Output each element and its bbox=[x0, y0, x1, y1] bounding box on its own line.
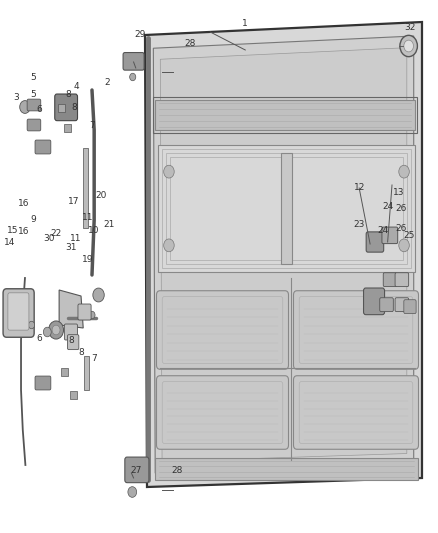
Text: 20: 20 bbox=[95, 191, 106, 200]
Text: 30: 30 bbox=[43, 235, 55, 243]
Text: 10: 10 bbox=[88, 227, 100, 235]
Text: 24: 24 bbox=[382, 203, 393, 211]
Circle shape bbox=[49, 321, 64, 339]
Text: 8: 8 bbox=[65, 91, 71, 99]
FancyBboxPatch shape bbox=[8, 293, 29, 330]
Polygon shape bbox=[59, 290, 83, 328]
FancyBboxPatch shape bbox=[364, 288, 385, 314]
Circle shape bbox=[93, 288, 104, 302]
Polygon shape bbox=[160, 47, 407, 462]
FancyBboxPatch shape bbox=[395, 273, 409, 287]
Text: 11: 11 bbox=[70, 235, 81, 243]
FancyBboxPatch shape bbox=[293, 376, 418, 449]
Text: 6: 6 bbox=[36, 105, 42, 114]
Circle shape bbox=[400, 35, 417, 56]
FancyBboxPatch shape bbox=[395, 298, 409, 312]
Text: 28: 28 bbox=[172, 466, 183, 474]
Text: 19: 19 bbox=[82, 255, 93, 263]
Text: 12: 12 bbox=[353, 183, 365, 192]
Text: 8: 8 bbox=[71, 103, 78, 112]
Text: 2: 2 bbox=[105, 78, 110, 87]
FancyBboxPatch shape bbox=[156, 376, 289, 449]
Bar bbox=[162, 149, 411, 268]
FancyBboxPatch shape bbox=[3, 289, 34, 337]
Circle shape bbox=[404, 40, 413, 52]
Bar bbox=[166, 153, 407, 264]
FancyBboxPatch shape bbox=[123, 53, 144, 70]
Circle shape bbox=[399, 239, 409, 252]
Polygon shape bbox=[153, 36, 414, 473]
Circle shape bbox=[20, 101, 30, 114]
Bar bbox=[155, 100, 415, 130]
Bar bbox=[153, 98, 417, 133]
Text: 3: 3 bbox=[14, 93, 20, 102]
Text: 7: 7 bbox=[89, 121, 95, 130]
Bar bbox=[83, 148, 88, 228]
Bar bbox=[281, 153, 292, 264]
Bar bbox=[84, 356, 89, 390]
FancyBboxPatch shape bbox=[64, 324, 78, 340]
FancyBboxPatch shape bbox=[27, 119, 41, 131]
Bar bbox=[61, 368, 68, 376]
Text: 1: 1 bbox=[242, 20, 248, 28]
Circle shape bbox=[128, 487, 137, 497]
Text: 5: 5 bbox=[30, 73, 36, 82]
FancyBboxPatch shape bbox=[55, 94, 78, 120]
Bar bbox=[158, 145, 415, 272]
FancyBboxPatch shape bbox=[382, 227, 398, 244]
Text: 22: 22 bbox=[50, 229, 62, 238]
FancyBboxPatch shape bbox=[366, 232, 384, 252]
Text: 27: 27 bbox=[130, 466, 141, 474]
Text: 11: 11 bbox=[82, 213, 93, 222]
Polygon shape bbox=[145, 22, 422, 487]
Text: 16: 16 bbox=[18, 228, 30, 236]
Circle shape bbox=[52, 325, 60, 335]
Bar bbox=[58, 104, 65, 112]
Text: 15: 15 bbox=[7, 227, 19, 235]
Bar bbox=[155, 458, 418, 480]
Text: 31: 31 bbox=[65, 244, 77, 252]
Text: 26: 26 bbox=[395, 224, 406, 232]
FancyBboxPatch shape bbox=[383, 273, 397, 287]
Text: 13: 13 bbox=[393, 189, 404, 197]
Text: 25: 25 bbox=[404, 231, 415, 240]
Text: 9: 9 bbox=[30, 215, 36, 224]
Text: 5: 5 bbox=[30, 90, 36, 99]
Text: 26: 26 bbox=[395, 205, 406, 213]
Circle shape bbox=[89, 311, 95, 319]
FancyBboxPatch shape bbox=[125, 457, 149, 483]
Text: 8: 8 bbox=[78, 349, 84, 357]
Text: 29: 29 bbox=[134, 30, 146, 39]
FancyBboxPatch shape bbox=[78, 304, 91, 320]
Bar bbox=[70, 391, 77, 399]
Text: 16: 16 bbox=[18, 199, 30, 208]
Circle shape bbox=[399, 165, 409, 178]
FancyBboxPatch shape bbox=[404, 300, 416, 313]
FancyBboxPatch shape bbox=[27, 99, 41, 111]
FancyBboxPatch shape bbox=[35, 140, 51, 154]
Text: 6: 6 bbox=[36, 334, 42, 343]
FancyBboxPatch shape bbox=[35, 376, 51, 390]
Text: 21: 21 bbox=[103, 221, 114, 229]
Bar bbox=[64, 124, 71, 132]
Circle shape bbox=[164, 165, 174, 178]
Text: 8: 8 bbox=[68, 336, 74, 344]
Text: 24: 24 bbox=[378, 226, 389, 235]
Text: 7: 7 bbox=[91, 354, 97, 362]
FancyBboxPatch shape bbox=[380, 298, 393, 312]
Text: 32: 32 bbox=[404, 23, 415, 32]
Text: 14: 14 bbox=[4, 238, 15, 247]
Circle shape bbox=[164, 239, 174, 252]
Circle shape bbox=[130, 73, 136, 80]
Text: 23: 23 bbox=[353, 221, 365, 229]
FancyBboxPatch shape bbox=[67, 335, 79, 350]
Text: 4: 4 bbox=[74, 82, 79, 91]
FancyBboxPatch shape bbox=[293, 290, 418, 369]
Text: 17: 17 bbox=[68, 197, 79, 206]
Bar bbox=[170, 157, 403, 260]
Circle shape bbox=[28, 321, 35, 329]
Text: 28: 28 bbox=[185, 39, 196, 48]
Circle shape bbox=[43, 327, 51, 337]
FancyBboxPatch shape bbox=[156, 290, 289, 369]
